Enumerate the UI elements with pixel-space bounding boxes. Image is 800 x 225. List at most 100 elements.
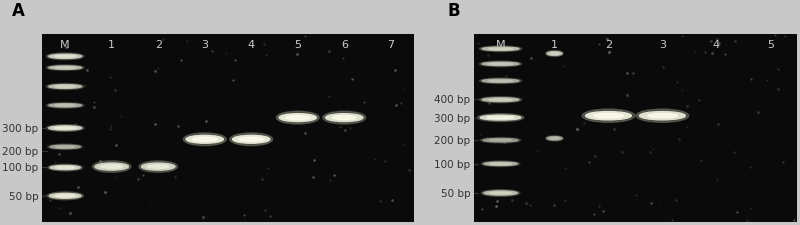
Ellipse shape	[547, 52, 562, 56]
Ellipse shape	[546, 136, 563, 142]
Ellipse shape	[193, 138, 217, 142]
Ellipse shape	[286, 116, 310, 120]
Ellipse shape	[95, 163, 129, 170]
Ellipse shape	[482, 190, 520, 196]
Ellipse shape	[46, 54, 84, 60]
Ellipse shape	[647, 114, 678, 118]
Ellipse shape	[546, 51, 563, 57]
Ellipse shape	[139, 161, 178, 173]
Ellipse shape	[55, 167, 75, 169]
Ellipse shape	[482, 63, 519, 66]
Ellipse shape	[323, 112, 366, 124]
Text: M: M	[60, 40, 70, 50]
Ellipse shape	[46, 125, 84, 132]
Text: 7: 7	[387, 40, 394, 50]
Text: 2: 2	[605, 40, 612, 50]
Ellipse shape	[482, 80, 519, 83]
Text: 50 bp: 50 bp	[441, 188, 470, 198]
Ellipse shape	[550, 53, 559, 55]
Text: 100 bp: 100 bp	[434, 159, 470, 169]
Ellipse shape	[54, 127, 76, 129]
Ellipse shape	[230, 133, 273, 146]
Ellipse shape	[54, 86, 76, 88]
Text: 1: 1	[108, 40, 115, 50]
Text: 5: 5	[294, 40, 302, 50]
Ellipse shape	[484, 162, 518, 166]
Ellipse shape	[48, 144, 82, 150]
Ellipse shape	[484, 191, 518, 195]
Ellipse shape	[482, 161, 520, 167]
Text: 200 bp: 200 bp	[2, 146, 38, 156]
Ellipse shape	[279, 114, 316, 122]
Text: 2: 2	[154, 40, 162, 50]
Ellipse shape	[478, 114, 524, 122]
Ellipse shape	[480, 116, 521, 121]
Text: 50 bp: 50 bp	[9, 191, 38, 201]
Text: 200 bp: 200 bp	[434, 136, 470, 146]
Ellipse shape	[46, 103, 84, 109]
Ellipse shape	[482, 98, 519, 102]
Ellipse shape	[490, 140, 512, 142]
Ellipse shape	[50, 194, 81, 198]
Text: 5: 5	[766, 40, 774, 50]
Ellipse shape	[49, 55, 82, 59]
Text: 1: 1	[551, 40, 558, 50]
Text: 4: 4	[248, 40, 255, 50]
Text: 4: 4	[713, 40, 720, 50]
Text: 300 bp: 300 bp	[434, 113, 470, 123]
Ellipse shape	[101, 165, 122, 169]
Ellipse shape	[489, 81, 513, 82]
Ellipse shape	[482, 48, 519, 51]
Ellipse shape	[489, 64, 513, 65]
Text: 100 bp: 100 bp	[2, 162, 38, 172]
Ellipse shape	[93, 161, 131, 173]
Ellipse shape	[186, 136, 223, 144]
Ellipse shape	[479, 79, 522, 84]
Text: 300 bp: 300 bp	[2, 123, 38, 133]
Ellipse shape	[586, 112, 631, 120]
Ellipse shape	[54, 68, 76, 69]
Ellipse shape	[490, 192, 511, 194]
Text: A: A	[12, 2, 25, 20]
Ellipse shape	[55, 146, 75, 148]
Ellipse shape	[49, 104, 82, 108]
Ellipse shape	[50, 146, 80, 149]
Ellipse shape	[233, 136, 270, 144]
Ellipse shape	[46, 66, 84, 71]
Ellipse shape	[54, 105, 76, 107]
Ellipse shape	[490, 163, 511, 165]
Ellipse shape	[483, 139, 518, 142]
Ellipse shape	[54, 56, 76, 58]
Ellipse shape	[332, 116, 356, 120]
Ellipse shape	[50, 166, 80, 170]
Ellipse shape	[48, 164, 82, 171]
Ellipse shape	[582, 110, 635, 123]
Text: 3: 3	[202, 40, 208, 50]
Ellipse shape	[147, 165, 169, 169]
Ellipse shape	[47, 192, 83, 200]
Ellipse shape	[489, 99, 513, 101]
Ellipse shape	[639, 112, 686, 120]
Ellipse shape	[479, 97, 522, 103]
Ellipse shape	[547, 137, 562, 140]
Ellipse shape	[594, 114, 623, 118]
Text: M: M	[496, 40, 506, 50]
Ellipse shape	[481, 138, 521, 143]
Ellipse shape	[142, 163, 175, 170]
Ellipse shape	[183, 133, 226, 146]
Ellipse shape	[479, 47, 522, 52]
Ellipse shape	[49, 126, 82, 130]
Ellipse shape	[479, 62, 522, 67]
Ellipse shape	[55, 195, 75, 197]
Ellipse shape	[49, 67, 82, 70]
Text: 6: 6	[341, 40, 348, 50]
Text: 400 bp: 400 bp	[434, 94, 470, 104]
Ellipse shape	[550, 138, 559, 140]
Ellipse shape	[276, 112, 319, 124]
Text: 3: 3	[659, 40, 666, 50]
Ellipse shape	[636, 110, 689, 123]
Ellipse shape	[46, 84, 84, 90]
Ellipse shape	[326, 114, 363, 122]
Ellipse shape	[239, 138, 263, 142]
Ellipse shape	[487, 117, 514, 119]
